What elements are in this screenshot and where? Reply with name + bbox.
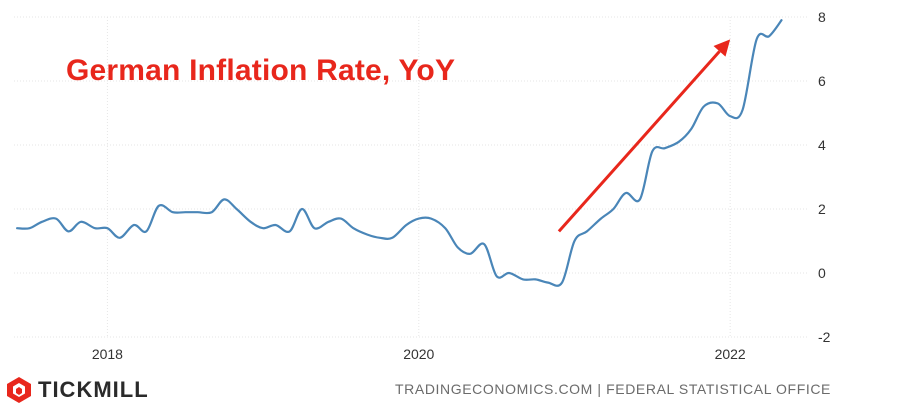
brand: TICKMILL (6, 376, 149, 404)
tickmill-logo-icon (7, 377, 31, 403)
source-credit: TRADINGECONOMICS.COM | FEDERAL STATISTIC… (395, 381, 831, 397)
trend-arrow (557, 39, 731, 233)
y-tick-label: -2 (818, 329, 831, 345)
y-tick-label: 0 (818, 265, 826, 281)
brand-name: TICKMILL (38, 377, 149, 402)
x-axis: 2018 2020 2022 (92, 346, 746, 362)
y-tick-label: 8 (818, 9, 826, 25)
x-tick-label: 2018 (92, 346, 123, 362)
x-tick-label: 2020 (403, 346, 434, 362)
trend-arrow-shaft (557, 50, 721, 233)
x-tick-label: 2022 (715, 346, 746, 362)
y-tick-label: 4 (818, 137, 826, 153)
y-tick-label: 2 (818, 201, 826, 217)
y-axis: 8 6 4 2 0 -2 (818, 9, 831, 345)
chart-grid (14, 16, 808, 338)
inflation-series-line (16, 19, 783, 287)
annotation-title: German Inflation Rate, YoY (66, 54, 456, 87)
y-tick-label: 6 (818, 73, 826, 89)
trend-arrow-head (713, 39, 731, 57)
